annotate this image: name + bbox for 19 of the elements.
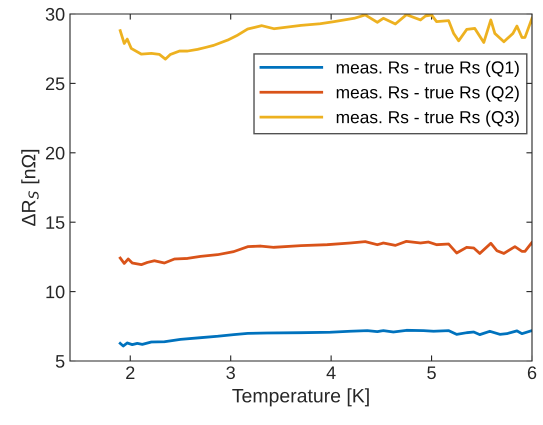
line-series (118, 328, 532, 348)
y-tick-label: 10 (46, 286, 64, 298)
x-tick-label: 3 (226, 366, 235, 380)
y-tick-label: 15 (46, 216, 64, 229)
x-axis-title: Temperature [K] (232, 388, 369, 406)
legend-label: meas. Rs - true Rs (Q1) (336, 60, 519, 78)
line-series (118, 14, 532, 60)
y-axis-title: ΔR$_{S}$ [nΩ] (21, 150, 40, 226)
y-tick-label: 30 (46, 8, 64, 21)
line-series (118, 240, 532, 266)
y-tick-label: 20 (46, 146, 64, 160)
legend-label: meas. Rs - true Rs (Q2) (336, 86, 519, 102)
y-tick-label: 5 (56, 355, 64, 368)
x-tick-label: 2 (126, 366, 134, 379)
legend-label: meas. Rs - true Rs (Q3) (336, 110, 519, 127)
y-tick-label: 25 (46, 77, 64, 90)
x-tick-label: 4 (326, 366, 336, 379)
x-tick-label: 6 (528, 366, 536, 380)
x-tick-label: 5 (427, 366, 436, 380)
